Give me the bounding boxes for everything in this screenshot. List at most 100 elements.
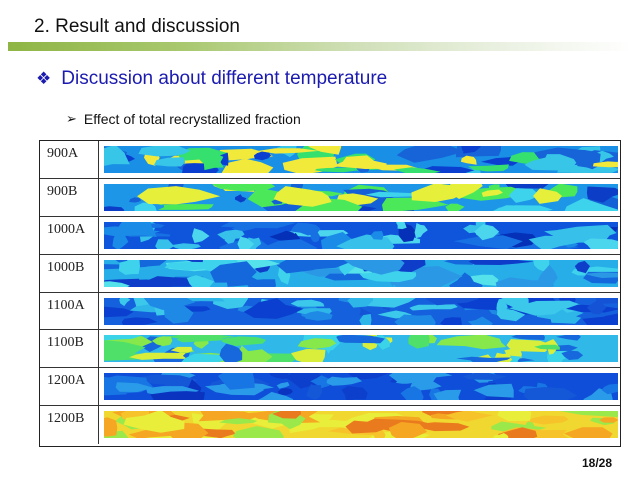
sample-map-patch — [408, 335, 430, 350]
sample-map-patch — [511, 335, 545, 341]
sample-map-patch — [445, 411, 494, 422]
sample-map-patch — [290, 299, 325, 307]
title-divider-bar — [8, 42, 632, 51]
page-number: 18/28 — [581, 456, 612, 470]
sample-map-patch — [453, 234, 523, 249]
sample-row: 900B — [40, 178, 620, 217]
sample-map — [104, 183, 618, 211]
sample-map-patch — [232, 426, 284, 439]
sample-map-patch — [123, 411, 185, 433]
sample-map-patch — [586, 186, 618, 203]
sample-map-patch — [261, 238, 318, 249]
sample-map-patch — [291, 349, 326, 363]
sample-map — [104, 146, 618, 173]
sample-map-patch — [104, 306, 134, 317]
sample-label: 900A — [40, 141, 99, 178]
sample-map-patch — [527, 415, 569, 425]
sample-map-patch — [341, 386, 368, 401]
sample-map-patch — [221, 336, 267, 347]
sample-map-patch — [217, 373, 255, 391]
sample-map-patch — [481, 156, 520, 166]
sample-map-patch — [592, 161, 618, 168]
sample-map-patch — [359, 313, 372, 325]
sample-map-patch — [176, 337, 233, 343]
sample-map-patch — [505, 183, 549, 189]
sample-map-patch — [557, 224, 617, 239]
sample-map-patch — [470, 274, 499, 286]
sample-map-patch — [488, 184, 500, 192]
sample-map-patch — [492, 433, 509, 439]
sample-map-patch — [243, 297, 304, 319]
arrow-bullet-icon: ➢ — [66, 111, 77, 126]
sample-map-patch — [119, 297, 131, 306]
sample-map-patch — [287, 420, 360, 428]
sample-map-patch — [104, 280, 130, 287]
sample-map-patch — [583, 238, 618, 249]
sample-map-patch — [118, 259, 140, 275]
sample-map-patch — [104, 206, 125, 211]
sample-map-patch — [138, 146, 191, 157]
sample-map-patch — [468, 259, 535, 265]
sample-map-patch — [436, 335, 507, 350]
sample-map-patch — [586, 300, 607, 314]
sample-map — [104, 411, 618, 439]
sample-map-patch — [297, 338, 337, 350]
sample-map-patch — [308, 146, 342, 155]
sample-map-patch — [170, 347, 193, 353]
sample-map — [104, 373, 618, 401]
sample-map-patch — [400, 386, 424, 401]
sample-map-patch — [155, 238, 175, 249]
sample-label: 1100A — [40, 292, 99, 330]
sample-row: 1200A — [40, 368, 620, 407]
sample-map-patch — [258, 392, 294, 401]
sample-map-patch — [219, 418, 258, 425]
sample-map-patch — [221, 158, 274, 173]
section-heading-text: Discussion about different temperature — [61, 68, 388, 89]
sample-map-patch — [152, 336, 173, 347]
sample-row: 900A — [40, 141, 620, 179]
sample-table: 900A 900B 1000A 1000B 1100A 1100B 1200A … — [39, 140, 621, 447]
slide-title: 2. Result and discussion — [34, 16, 240, 37]
sample-map-patch — [532, 259, 550, 271]
sample-map-patch — [253, 151, 271, 161]
sample-map-patch — [224, 231, 236, 244]
sample-map-patch — [508, 300, 591, 316]
sample-map-patch — [343, 259, 405, 275]
sample-map-patch — [277, 388, 293, 396]
sample-map-patch — [556, 335, 581, 342]
sample-map-patch — [474, 223, 500, 241]
sample-label: 1200B — [40, 406, 99, 445]
sample-map-patch — [268, 373, 291, 380]
sample-map-patch — [237, 236, 255, 249]
sample-map-patch — [524, 154, 577, 171]
sample-map-patch — [411, 183, 466, 202]
sample-map-patch — [332, 155, 387, 169]
sample-map-patch — [445, 203, 465, 211]
sample-map-patch — [388, 373, 438, 383]
sample-map-patch — [534, 345, 560, 351]
sample-map-patch — [574, 260, 590, 273]
sample-map-patch — [433, 390, 462, 401]
sample-map-patch — [495, 276, 555, 287]
sample-map-patch — [396, 146, 465, 163]
sample-map-patch — [211, 183, 276, 192]
sample-label: 1000A — [40, 216, 99, 254]
sample-map-patch — [292, 259, 350, 270]
sample-map-patch — [170, 242, 201, 249]
sample-label: 1200A — [40, 368, 99, 406]
sample-map-patch — [559, 411, 618, 418]
sample-map-patch — [601, 384, 618, 395]
sample-map-patch — [326, 376, 363, 387]
sample-row: 1100B — [40, 330, 620, 369]
sample-map-patch — [449, 272, 483, 287]
sample-map-patch — [414, 222, 428, 238]
sample-map-patch — [443, 259, 476, 265]
sample-map-patch — [394, 314, 436, 325]
sample-map-patch — [481, 189, 503, 197]
sample-map — [104, 297, 618, 325]
sample-map-patch — [220, 221, 296, 229]
sample-row: 1100A — [40, 292, 620, 331]
sample-map-patch — [310, 375, 336, 389]
sample-map-patch — [273, 185, 332, 207]
sample-map-patch — [496, 307, 526, 321]
